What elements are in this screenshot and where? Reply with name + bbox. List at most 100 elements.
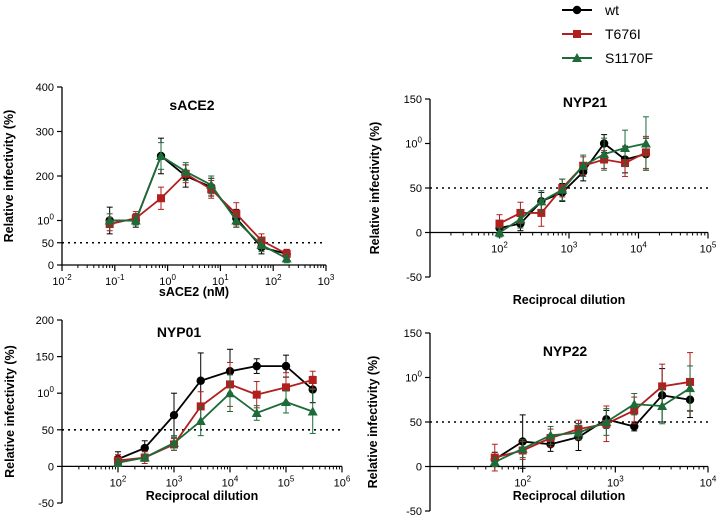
y-axis-label: Relative infectivity (%) [2,110,16,243]
data-point [140,443,149,453]
series-line [494,387,691,463]
series-line [117,392,314,464]
series-s1170f [113,374,318,467]
data-point [195,416,206,426]
tick-label: 104 [222,474,239,489]
panel-nyp21: -50 0 50 100 150 102 103 104 105 NYP21 Reciprocal … [368,94,717,307]
y-axis-label: Relative infectivity (%) [3,345,17,478]
tick-label: 105 [278,474,295,489]
tick-label: 104 [630,241,647,256]
data-point [130,215,141,225]
tick-label: 102 [110,474,127,489]
tick-label: 10-1 [105,273,125,288]
data-point [629,399,640,409]
tick-label: 103 [607,475,624,490]
legend-label: wt [604,2,619,18]
tick-label: 300 [36,127,54,139]
data-point [536,196,547,206]
data-point [251,407,262,417]
tick-label: -50 [38,498,54,510]
data-point [281,361,291,371]
data-point [515,214,526,224]
tick-label: 200 [36,171,54,183]
panel-nyp22: -50 0 50 100 150 102 103 104 NYP22 Reciprocal dil… [366,328,717,518]
x-axis-label: Reciprocal dilution [146,489,259,503]
tick-label: 102 [491,241,508,256]
data-point [495,219,504,228]
data-point [640,138,651,148]
data-point [225,388,235,398]
data-point [537,208,546,217]
data-point [206,179,217,189]
tick-label: 100 [37,213,54,228]
series-line [109,172,288,255]
data-point [104,215,115,225]
series-line [499,142,647,229]
tick-label: 100 [405,136,422,151]
series-s1170f [494,116,651,238]
tick-label: 100 [405,370,422,385]
tick-label: 150 [404,328,422,340]
tick-label: 100 [159,273,176,288]
data-point [308,376,317,385]
data-point [557,184,568,194]
tick-label: 150 [36,352,54,364]
chart-title: sACE2 [169,97,214,113]
tick-label: 200 [36,315,54,327]
data-point [252,390,261,399]
tick-label: 10-2 [52,273,72,288]
data-point [282,383,290,392]
tick-label: 400 [36,82,54,94]
x-axis-label: Reciprocal dilution [513,293,626,307]
tick-label: 103 [561,241,578,256]
tick-label: 0 [48,260,54,272]
y-axis-label: Relative infectivity (%) [368,122,382,255]
tick-label: 50 [410,417,422,429]
data-point [601,417,612,426]
tick-label: 101 [212,273,229,288]
data-point [657,400,668,410]
tick-label: 50 [42,238,54,250]
tick-label: 106 [334,474,351,489]
tick-label: 103 [166,474,183,489]
legend-label: T676I [605,26,641,42]
data-point [545,430,556,440]
tick-label: 50 [42,425,54,437]
tick-label: 105 [700,241,717,256]
tick-label: 104 [700,475,717,490]
data-point [139,452,150,462]
tick-label: 103 [318,273,335,288]
data-point [256,239,267,249]
series-s1170f [489,365,696,467]
data-point [578,160,589,170]
legend-marker-square [573,30,581,38]
data-point [196,376,205,385]
tick-label: 50 [410,183,422,195]
legend-marker-triangle [572,53,582,62]
x-axis-label: Reciprocal dilution [513,489,626,503]
data-point [685,383,696,393]
tick-label: 102 [265,273,282,288]
tick-label: 102 [514,475,531,490]
data-point [620,142,631,152]
series-t676i [490,352,695,472]
tick-label: -50 [406,506,422,518]
x-axis-label: sACE2 (nM) [159,285,229,299]
data-point [252,361,261,371]
panel-sace2: 0 50 100 200 300 400 10-2 10-1 100 101 102 103 sACE2… [2,82,335,299]
tick-label: 100 [37,385,54,400]
tick-label: 150 [404,94,422,106]
data-point [113,457,123,467]
legend: wt T676I S1170F [562,2,653,66]
series-line [109,154,288,260]
data-point [169,437,179,447]
chart-title: NYP22 [543,343,588,359]
series-line [117,365,314,460]
panel-nyp01: -50 0 50 100 150 200 102 103 104 105 106 NYP01 Recip… [3,315,351,510]
data-point [517,443,528,453]
series-s1170f [104,142,292,264]
legend-marker-circle [572,5,582,15]
data-point [180,166,191,176]
data-point [658,382,667,391]
data-point [156,150,167,160]
